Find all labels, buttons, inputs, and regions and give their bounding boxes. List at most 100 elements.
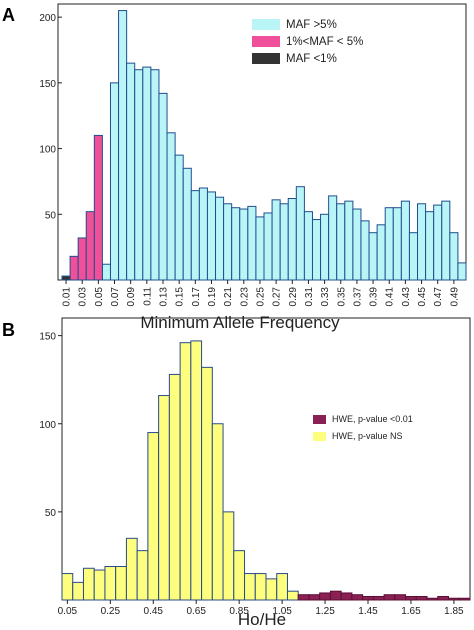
x-tick-label: 0.41 — [385, 287, 396, 307]
bar — [351, 594, 364, 601]
bar — [319, 592, 331, 601]
legend-label: MAF >5% — [286, 19, 337, 31]
x-tick-label: 0.27 — [272, 287, 283, 307]
bar — [362, 595, 374, 601]
bar — [340, 592, 353, 601]
bar — [408, 232, 419, 281]
bar — [150, 69, 160, 281]
x-tick-label: 0.05 — [94, 287, 105, 307]
bar — [433, 204, 443, 281]
x-tick-label: 0.45 — [417, 287, 428, 307]
legend-label: HWE, p-value <0.01 — [332, 414, 413, 424]
bar — [233, 550, 246, 601]
y-tick-label: 50 — [45, 210, 57, 221]
x-tick-label: 0.43 — [401, 287, 412, 307]
bar — [437, 595, 450, 601]
bar — [168, 373, 181, 601]
x-tick-label: 0.45 — [144, 606, 164, 617]
x-tick-label: 0.15 — [175, 287, 186, 307]
bar — [287, 198, 297, 281]
bar — [147, 432, 160, 601]
y-tick-label: 150 — [39, 332, 56, 343]
bar — [104, 566, 117, 601]
x-tick-label: 1.05 — [272, 606, 292, 617]
panel-a-x-axis: 0.01 0.03 0.05 0.07 0.09 0.11 0.13 0.15 0.17 0.19… — [62, 280, 460, 307]
bar — [69, 255, 79, 281]
panel-b-plot-frame — [61, 317, 471, 601]
bar — [239, 208, 249, 281]
bar — [222, 511, 235, 601]
bar — [279, 203, 289, 281]
bar — [417, 203, 427, 281]
bar — [190, 190, 200, 281]
bar — [426, 597, 439, 601]
y-tick-label: 50 — [45, 508, 57, 519]
x-tick-label: 0.07 — [110, 287, 121, 307]
bar — [352, 208, 362, 281]
legend-label: MAF <1% — [286, 53, 337, 65]
panel-b-label: B — [2, 320, 15, 340]
bar — [166, 132, 176, 281]
panel-a-x-axis-title: Minimum Allele Frequency — [140, 313, 340, 332]
bar — [244, 573, 256, 601]
panel-b-legend: HWE, p-value <0.01 HWE, p-value NS — [313, 414, 413, 441]
x-tick-label: 0.25 — [101, 606, 121, 617]
panel-b-x-axis: 0.05 0.25 0.45 0.65 0.85 1.05 1.25 1.45 1.65 1.85 — [58, 600, 464, 617]
bar — [158, 92, 168, 281]
legend-swatch — [252, 53, 280, 64]
bar — [286, 590, 299, 601]
bar — [457, 262, 467, 281]
bar — [448, 597, 460, 601]
bar — [415, 595, 428, 601]
x-tick-label: 0.03 — [78, 287, 89, 307]
x-tick-label: 0.05 — [58, 606, 78, 617]
x-tick-label: 0.21 — [223, 287, 234, 307]
bar — [405, 595, 417, 601]
bar — [329, 590, 342, 601]
bar — [441, 200, 451, 281]
bar — [271, 199, 281, 281]
y-tick-label: 100 — [39, 420, 56, 431]
x-tick-label: 1.65 — [401, 606, 421, 617]
bar — [134, 69, 144, 281]
bar — [136, 550, 149, 601]
bar — [201, 366, 213, 601]
x-tick-label: 1.85 — [444, 606, 464, 617]
bar — [215, 196, 225, 281]
x-tick-label: 0.39 — [369, 287, 380, 307]
bar — [85, 211, 95, 281]
legend-label: HWE, p-value NS — [332, 431, 403, 441]
y-tick-label: 100 — [39, 145, 56, 156]
x-tick-label: 0.25 — [255, 287, 266, 307]
bar — [458, 597, 471, 601]
bar — [101, 263, 111, 281]
bar — [182, 167, 192, 281]
bar — [174, 154, 184, 281]
bar — [308, 594, 321, 601]
bar — [61, 573, 74, 601]
legend-swatch — [252, 36, 280, 47]
x-tick-label: 0.37 — [352, 287, 363, 307]
x-tick-label: 0.01 — [62, 287, 73, 307]
bar — [231, 207, 241, 281]
bar — [77, 237, 87, 281]
bar — [368, 232, 378, 281]
panel-a-bars — [61, 10, 467, 281]
x-tick-label: 0.35 — [336, 287, 347, 307]
x-tick-label: 0.65 — [186, 606, 206, 617]
x-tick-label: 0.13 — [159, 287, 170, 307]
bar — [206, 191, 217, 281]
bar — [303, 211, 313, 281]
bar — [255, 216, 265, 281]
x-tick-label: 1.25 — [315, 606, 335, 617]
bar — [179, 342, 192, 601]
legend-swatch — [252, 19, 280, 30]
legend-label: 1%<MAF < 5% — [286, 36, 363, 48]
x-tick-label: 0.11 — [142, 287, 153, 306]
bar — [72, 581, 84, 601]
x-tick-label: 0.19 — [207, 287, 218, 307]
panel-b-bars — [61, 340, 471, 601]
bar — [142, 66, 152, 281]
